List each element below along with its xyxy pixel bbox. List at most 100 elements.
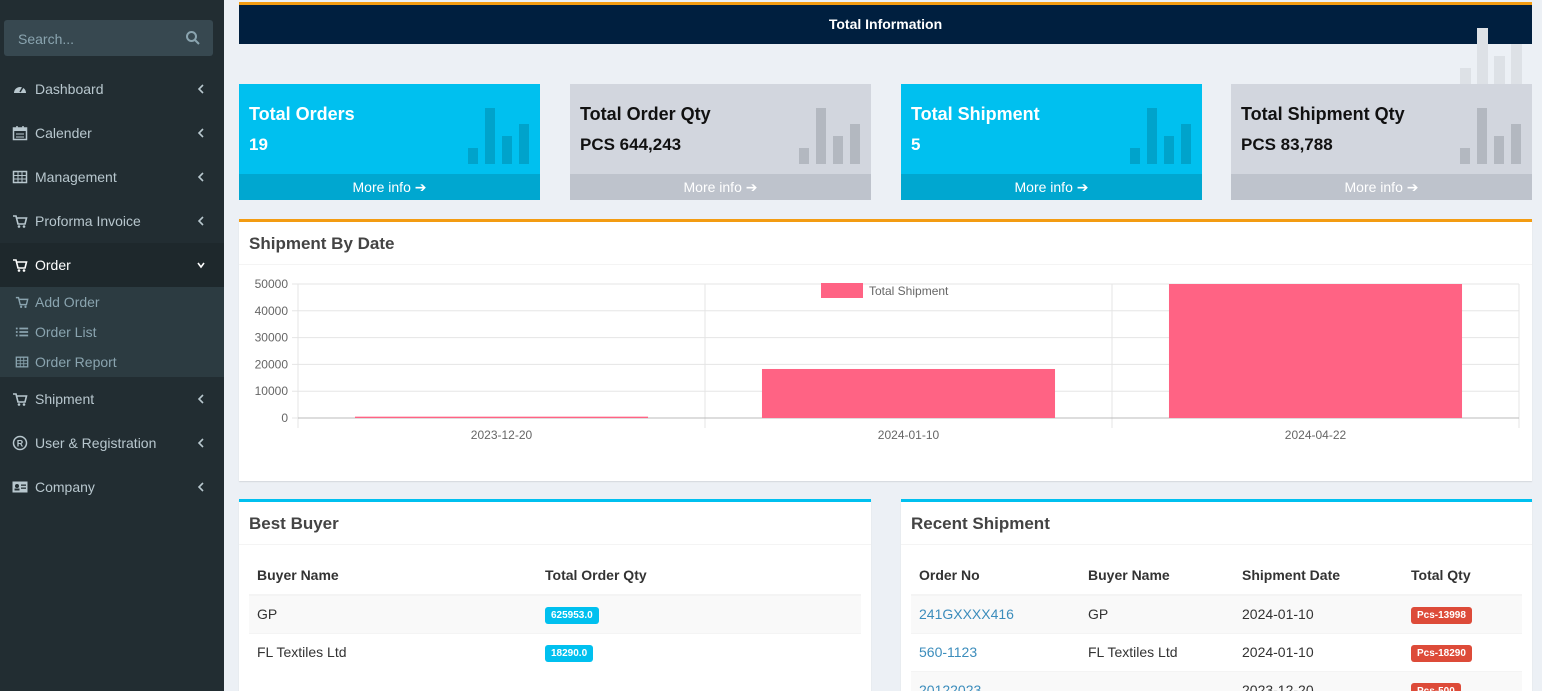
sidebar-item-shipment[interactable]: Shipment bbox=[0, 377, 224, 421]
stat-value: PCS 83,788 bbox=[1241, 135, 1333, 154]
sidebar-item-label: Shipment bbox=[35, 391, 95, 407]
order-link[interactable]: 560-1123 bbox=[919, 644, 978, 660]
more-info-link[interactable]: More info ➔ bbox=[1231, 174, 1532, 200]
buyer-name: GP bbox=[249, 594, 537, 633]
sidebar-subitem-order-report[interactable]: Order Report bbox=[0, 347, 224, 377]
order-link[interactable]: 20122023 bbox=[919, 682, 982, 691]
sidebar-subitem-label: Add Order bbox=[35, 294, 100, 310]
calendar-icon bbox=[12, 126, 28, 141]
y-tick-label: 20000 bbox=[255, 357, 289, 371]
recent-shipment-table: Order No Buyer Name Shipment Date Total … bbox=[911, 555, 1522, 691]
stat-title: Total Shipment bbox=[911, 104, 1040, 124]
table-row: 20122023 2023-12-20 Pcs-500 bbox=[911, 670, 1522, 691]
x-tick-label: 2024-01-10 bbox=[878, 428, 940, 442]
chevron-down-icon bbox=[197, 262, 205, 269]
y-tick-label: 50000 bbox=[255, 277, 289, 291]
chevron-left-icon bbox=[197, 84, 204, 94]
bar bbox=[1168, 284, 1463, 418]
buyer-name: FL Textiles Ltd bbox=[249, 632, 537, 671]
shipment-by-date-box: Shipment By Date 0 10000 20000 30000 40000 50… bbox=[239, 219, 1532, 481]
search-input[interactable]: Search... bbox=[18, 31, 75, 47]
box-title: Best Buyer bbox=[249, 514, 339, 533]
shipment-date: 2024-01-10 bbox=[1234, 594, 1403, 633]
sidebar-subitem-label: Order List bbox=[35, 324, 97, 340]
stat-title: Total Shipment Qty bbox=[1241, 104, 1405, 124]
sidebar-item-company[interactable]: Company bbox=[0, 465, 224, 509]
table-row: 241GXXXX416 GP 2024-01-10 Pcs-13998 bbox=[911, 594, 1522, 633]
registered-icon: R bbox=[12, 435, 28, 451]
y-tick-label: 0 bbox=[281, 411, 288, 425]
sidebar-subitem-order-list[interactable]: Order List bbox=[0, 317, 224, 347]
more-info-link[interactable]: More info ➔ bbox=[570, 174, 871, 200]
stat-title: Total Order Qty bbox=[580, 104, 711, 124]
arrow-circle-right-icon: ➔ bbox=[1076, 179, 1089, 195]
sidebar-item-order[interactable]: Order bbox=[0, 243, 224, 287]
buyer-name bbox=[1080, 670, 1234, 691]
svg-text:R: R bbox=[17, 439, 24, 449]
y-tick-label: 10000 bbox=[255, 384, 289, 398]
bar bbox=[354, 416, 649, 418]
column-header: Order No bbox=[911, 555, 1080, 596]
more-info-link[interactable]: More info ➔ bbox=[901, 174, 1202, 200]
qty-badge: Pcs-13998 bbox=[1411, 606, 1472, 624]
search-icon[interactable] bbox=[185, 30, 201, 46]
stat-box-total-orders: Total Orders 19 More info ➔ bbox=[239, 84, 540, 200]
sidebar-item-proforma-invoice[interactable]: Proforma Invoice bbox=[0, 199, 224, 243]
shipment-date: 2023-12-20 bbox=[1234, 670, 1403, 691]
order-link[interactable]: 241GXXXX416 bbox=[919, 606, 1014, 623]
sidebar-item-label: Management bbox=[35, 169, 117, 185]
cart-icon bbox=[13, 215, 28, 228]
sidebar-item-label: Company bbox=[35, 479, 95, 495]
table-icon bbox=[12, 170, 28, 184]
arrow-circle-right-icon: ➔ bbox=[745, 179, 758, 195]
sidebar-item-calender[interactable]: Calender bbox=[0, 111, 224, 155]
stat-box-total-order-qty: Total Order Qty PCS 644,243 More info ➔ bbox=[570, 84, 871, 200]
sidebar-item-label: Order bbox=[35, 257, 71, 273]
chevron-left-icon bbox=[197, 438, 204, 448]
box-header: Best Buyer bbox=[239, 502, 871, 545]
bar-chart-icon bbox=[799, 108, 860, 164]
bar bbox=[761, 368, 1056, 418]
sidebar-item-management[interactable]: Management bbox=[0, 155, 224, 199]
stat-value: PCS 644,243 bbox=[580, 135, 682, 154]
chevron-left-icon bbox=[197, 128, 204, 138]
x-tick-label: 2024-04-22 bbox=[1285, 428, 1347, 442]
more-info-label: More info bbox=[683, 179, 742, 195]
order-submenu: Add Order Order List Order Report bbox=[0, 287, 224, 377]
bar-chart-icon bbox=[468, 108, 529, 164]
dashboard-icon bbox=[14, 86, 26, 93]
table-icon bbox=[15, 356, 29, 368]
stat-value: 19 bbox=[249, 135, 268, 154]
column-header: Total Order Qty bbox=[537, 555, 861, 596]
stat-value: 5 bbox=[911, 135, 921, 154]
cart-icon bbox=[13, 259, 28, 272]
sidebar-subitem-add-order[interactable]: Add Order bbox=[0, 287, 224, 317]
box-title: Recent Shipment bbox=[911, 514, 1050, 533]
column-header: Buyer Name bbox=[1080, 555, 1234, 596]
bar-chart-icon bbox=[1460, 108, 1521, 164]
y-tick-label: 40000 bbox=[255, 304, 289, 318]
sidebar-item-dashboard[interactable]: Dashboard bbox=[0, 67, 224, 111]
page-title: Total Information bbox=[828, 16, 943, 32]
cart-plus-icon bbox=[15, 296, 29, 308]
sidebar-item-label: User & Registration bbox=[35, 435, 157, 451]
qty-badge: Pcs-18290 bbox=[1411, 644, 1472, 662]
sidebar-search[interactable]: Search... bbox=[4, 20, 213, 56]
column-header: Shipment Date bbox=[1234, 555, 1403, 596]
chevron-left-icon bbox=[197, 394, 204, 404]
shipment-date: 2024-01-10 bbox=[1234, 632, 1403, 671]
bar-chart-icon bbox=[1130, 108, 1191, 164]
sidebar-item-user-registration[interactable]: R User & Registration bbox=[0, 421, 224, 465]
table-row: GP 625953.0 bbox=[249, 594, 861, 633]
sidebar-item-label: Proforma Invoice bbox=[35, 213, 141, 229]
qty-badge: Pcs-500 bbox=[1411, 682, 1461, 691]
recent-shipment-box: Recent Shipment Order No Buyer Name Ship… bbox=[901, 499, 1532, 691]
chevron-left-icon bbox=[197, 482, 204, 492]
y-tick-label: 30000 bbox=[255, 331, 289, 345]
box-header: Recent Shipment bbox=[901, 502, 1532, 545]
buyer-name: FL Textiles Ltd bbox=[1080, 632, 1234, 671]
box-header: Shipment By Date bbox=[239, 222, 1532, 265]
id-card-icon bbox=[12, 481, 28, 493]
more-info-link[interactable]: More info ➔ bbox=[239, 174, 540, 200]
total-information-bar: Total Information bbox=[239, 2, 1532, 44]
